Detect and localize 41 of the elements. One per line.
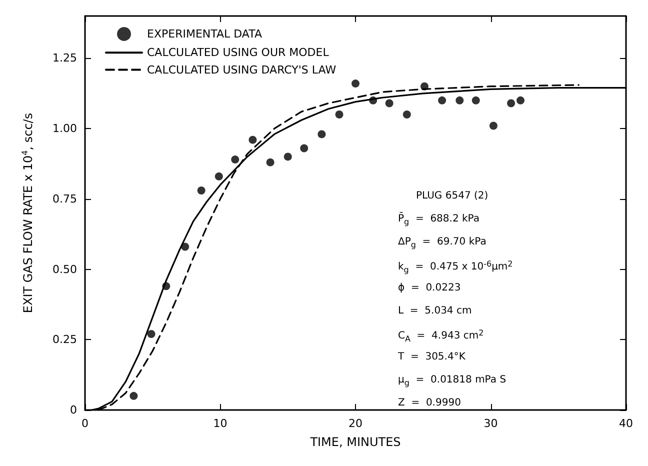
y-tick-label: 0.50 [52,262,77,276]
x-tick-label: 20 [348,417,362,430]
x-tick-label: 30 [484,417,498,430]
point [385,99,394,108]
point [214,172,223,180]
y-tick-label: 1.25 [52,52,77,65]
point [130,392,138,400]
point [456,96,464,104]
point [284,152,292,161]
annotation: Z = 0.9990 [398,398,461,408]
legend-label: EXPERIMENTAL DATA [147,28,262,40]
x-axis-title: TIME, MINUTES [309,435,401,449]
y-tick-label: 0.25 [52,333,77,346]
annotation: T = 305.4°K [397,352,466,362]
point [318,130,326,138]
point [300,144,308,152]
point [147,330,156,338]
y-tick-label: 0.75 [52,192,77,206]
annotation: L = 5.034 cm [398,306,472,316]
legend-label: CALCULATED USING DARCY'S LAW [147,63,336,76]
point [507,99,516,108]
x-tick-label: 40 [619,417,633,430]
legend-label: CALCULATED USING OUR MODEL [147,46,330,60]
point [516,96,525,104]
point [402,110,411,118]
x-tick-label: 0 [82,417,88,430]
y-tick-label: 0 [70,404,77,416]
annotation: PLUG 6547 (2) [416,190,488,202]
point [266,158,274,166]
y-tick-label: 1.00 [52,122,77,136]
point [197,186,206,194]
point [231,156,240,164]
point [335,110,344,118]
point [438,96,446,104]
point [472,96,480,104]
annotation: ϕ = 0.0223 [398,282,461,294]
point [248,136,257,144]
point [489,122,498,130]
point [352,80,360,88]
x-tick-label: 10 [213,417,228,430]
y-axis-title: EXIT GAS FLOW RATE x 104, scc/s [20,112,35,314]
